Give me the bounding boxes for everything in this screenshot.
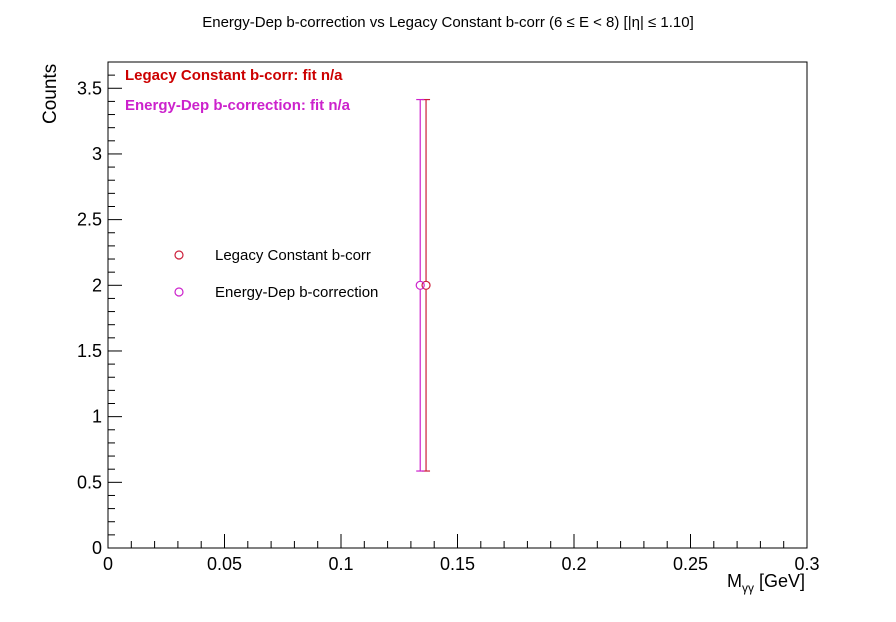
x-tick-label: 0 xyxy=(103,554,113,574)
legend-label-legacy: Legacy Constant b-corr xyxy=(215,247,371,264)
x-tick-label: 0.2 xyxy=(561,554,586,574)
series-energydep xyxy=(415,98,425,472)
y-axis: 0 0.5 1 1.5 2 2.5 3 3.5 xyxy=(77,61,122,558)
x-axis: 0 0.05 0.1 0.15 0.2 0.25 0.3 xyxy=(103,534,820,574)
y-tick-label: 0.5 xyxy=(77,472,102,492)
y-axis-label: Counts xyxy=(40,64,61,124)
y-tick-label: 3.5 xyxy=(77,78,102,98)
chart-title: Energy-Dep b-correction vs Legacy Consta… xyxy=(202,14,694,31)
y-tick-label: 1.5 xyxy=(77,341,102,361)
x-tick-label: 0.15 xyxy=(440,554,475,574)
x-tick-label: 0.1 xyxy=(328,554,353,574)
annotation-legacy-fit: Legacy Constant b-corr: fit n/a xyxy=(125,67,343,84)
annotation-energydep-fit: Energy-Dep b-correction: fit n/a xyxy=(125,97,351,114)
y-tick-label: 1 xyxy=(92,407,102,427)
y-tick-label: 3 xyxy=(92,144,102,164)
data-point xyxy=(415,280,425,290)
legend: Legacy Constant b-corr Energy-Dep b-corr… xyxy=(174,247,378,301)
x-axis-label-subscript: γγ xyxy=(742,581,754,595)
plot-frame xyxy=(107,61,808,549)
x-axis-label-main: M xyxy=(727,571,742,591)
legend-marker-energydep xyxy=(174,287,184,297)
series-legacy xyxy=(421,98,431,472)
x-axis-label: Mγγ [GeV] xyxy=(727,571,805,595)
x-tick-label: 0.3 xyxy=(794,554,819,574)
data-point xyxy=(421,280,431,290)
y-tick-label: 0 xyxy=(92,538,102,558)
y-tick-label: 2.5 xyxy=(77,210,102,230)
legend-label-energydep: Energy-Dep b-correction xyxy=(215,284,378,301)
y-tick-label: 2 xyxy=(92,275,102,295)
data-series xyxy=(415,98,431,472)
x-tick-label: 0.05 xyxy=(207,554,242,574)
x-tick-label: 0.25 xyxy=(673,554,708,574)
legend-marker-legacy xyxy=(174,250,184,260)
x-axis-label-unit: [GeV] xyxy=(754,571,805,591)
